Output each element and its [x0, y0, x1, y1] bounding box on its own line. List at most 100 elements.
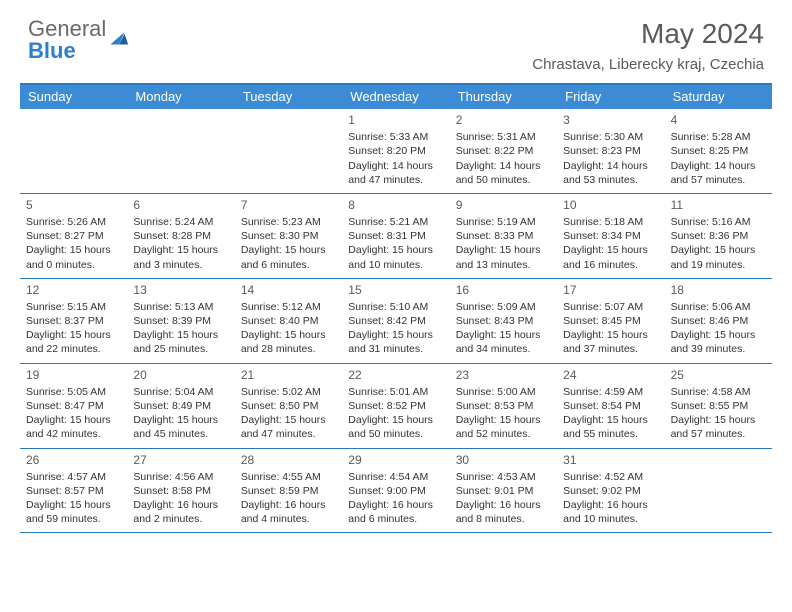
day-number: 11	[671, 197, 766, 213]
day-number: 24	[563, 367, 658, 383]
calendar-body: 1 Sunrise: 5:33 AMSunset: 8:20 PM Daylight…	[20, 109, 772, 533]
daylight-line: Daylight: 14 hours and 57 minutes.	[671, 159, 766, 187]
calendar-week: 1 Sunrise: 5:33 AMSunset: 8:20 PM Daylight…	[20, 109, 772, 194]
sunset-line: Sunset: 8:40 PM	[241, 314, 336, 328]
calendar-day: 21Sunrise: 5:02 AMSunset: 8:50 PMDayligh…	[235, 364, 342, 448]
sunrise-line: Sunrise: 5:00 AM	[456, 385, 551, 399]
calendar-day: 17Sunrise: 5:07 AMSunset: 8:45 PMDayligh…	[557, 279, 664, 363]
calendar-week: 5Sunrise: 5:26 AMSunset: 8:27 PMDaylight…	[20, 194, 772, 279]
daylight-line: Daylight: 16 hours and 6 minutes.	[348, 498, 443, 526]
sunrise-line: Sunrise: 5:31 AM	[456, 130, 551, 144]
sunrise-line: Sunrise: 4:52 AM	[563, 470, 658, 484]
daylight-line: Daylight: 15 hours and 37 minutes.	[563, 328, 658, 356]
calendar-day: 20Sunrise: 5:04 AMSunset: 8:49 PMDayligh…	[127, 364, 234, 448]
sunrise-line: Sunrise: 5:04 AM	[133, 385, 228, 399]
daylight-line: Daylight: 14 hours and 50 minutes.	[456, 159, 551, 187]
sunset-line: Sunset: 8:30 PM	[241, 229, 336, 243]
day-number: 7	[241, 197, 336, 213]
day-number: 10	[563, 197, 658, 213]
sunrise-line: Sunrise: 4:58 AM	[671, 385, 766, 399]
weekday-thursday: Thursday	[450, 85, 557, 109]
sunrise-line: Sunrise: 5:30 AM	[563, 130, 658, 144]
day-number: 8	[348, 197, 443, 213]
sunset-line: Sunset: 8:50 PM	[241, 399, 336, 413]
day-number: 25	[671, 367, 766, 383]
day-number: 19	[26, 367, 121, 383]
sunrise-line: Sunrise: 5:16 AM	[671, 215, 766, 229]
calendar-day-empty	[20, 109, 127, 193]
sunrise-line: Sunrise: 4:53 AM	[456, 470, 551, 484]
sunset-line: Sunset: 8:52 PM	[348, 399, 443, 413]
day-number: 31	[563, 452, 658, 468]
day-number: 1	[348, 112, 443, 128]
calendar: Sunday Monday Tuesday Wednesday Thursday…	[20, 83, 772, 533]
day-number: 4	[671, 112, 766, 128]
sunset-line: Sunset: 8:37 PM	[26, 314, 121, 328]
calendar-day: 30Sunrise: 4:53 AMSunset: 9:01 PMDayligh…	[450, 449, 557, 533]
sunrise-line: Sunrise: 5:07 AM	[563, 300, 658, 314]
sunrise-line: Sunrise: 5:23 AM	[241, 215, 336, 229]
daylight-line: Daylight: 16 hours and 4 minutes.	[241, 498, 336, 526]
daylight-line: Daylight: 15 hours and 13 minutes.	[456, 243, 551, 271]
sunrise-line: Sunrise: 5:33 AM	[348, 130, 443, 144]
sunset-line: Sunset: 8:47 PM	[26, 399, 121, 413]
day-number: 6	[133, 197, 228, 213]
calendar-day: 26Sunrise: 4:57 AMSunset: 8:57 PMDayligh…	[20, 449, 127, 533]
sunset-line: Sunset: 9:00 PM	[348, 484, 443, 498]
calendar-day: 3Sunrise: 5:30 AMSunset: 8:23 PMDaylight…	[557, 109, 664, 193]
daylight-line: Daylight: 15 hours and 57 minutes.	[671, 413, 766, 441]
location-label: Chrastava, Liberecky kraj, Czechia	[532, 56, 764, 73]
calendar-day: 15Sunrise: 5:10 AMSunset: 8:42 PMDayligh…	[342, 279, 449, 363]
calendar-day: 1Sunrise: 5:33 AMSunset: 8:20 PMDaylight…	[342, 109, 449, 193]
calendar-day: 22Sunrise: 5:01 AMSunset: 8:52 PMDayligh…	[342, 364, 449, 448]
brand-logo: General Blue	[28, 18, 132, 62]
day-number: 20	[133, 367, 228, 383]
calendar-day: 9Sunrise: 5:19 AMSunset: 8:33 PMDaylight…	[450, 194, 557, 278]
sunset-line: Sunset: 8:42 PM	[348, 314, 443, 328]
daylight-line: Daylight: 15 hours and 22 minutes.	[26, 328, 121, 356]
sunset-line: Sunset: 8:20 PM	[348, 144, 443, 158]
sunrise-line: Sunrise: 5:21 AM	[348, 215, 443, 229]
sunrise-line: Sunrise: 5:09 AM	[456, 300, 551, 314]
daylight-line: Daylight: 16 hours and 2 minutes.	[133, 498, 228, 526]
day-number: 3	[563, 112, 658, 128]
day-number: 14	[241, 282, 336, 298]
sunrise-line: Sunrise: 4:57 AM	[26, 470, 121, 484]
day-number: 12	[26, 282, 121, 298]
month-title: May 2024	[532, 18, 764, 50]
daylight-line: Daylight: 15 hours and 47 minutes.	[241, 413, 336, 441]
day-number: 27	[133, 452, 228, 468]
daylight-line: Daylight: 15 hours and 19 minutes.	[671, 243, 766, 271]
sunset-line: Sunset: 8:27 PM	[26, 229, 121, 243]
sunrise-line: Sunrise: 5:28 AM	[671, 130, 766, 144]
calendar-day: 19Sunrise: 5:05 AMSunset: 8:47 PMDayligh…	[20, 364, 127, 448]
sunset-line: Sunset: 8:36 PM	[671, 229, 766, 243]
day-number: 30	[456, 452, 551, 468]
day-number: 16	[456, 282, 551, 298]
sunset-line: Sunset: 8:45 PM	[563, 314, 658, 328]
sunset-line: Sunset: 8:58 PM	[133, 484, 228, 498]
daylight-line: Daylight: 15 hours and 0 minutes.	[26, 243, 121, 271]
weekday-saturday: Saturday	[665, 85, 772, 109]
sunrise-line: Sunrise: 4:56 AM	[133, 470, 228, 484]
daylight-line: Daylight: 15 hours and 28 minutes.	[241, 328, 336, 356]
calendar-day: 24Sunrise: 4:59 AMSunset: 8:54 PMDayligh…	[557, 364, 664, 448]
daylight-line: Daylight: 15 hours and 10 minutes.	[348, 243, 443, 271]
daylight-line: Daylight: 16 hours and 8 minutes.	[456, 498, 551, 526]
sunrise-line: Sunrise: 5:10 AM	[348, 300, 443, 314]
sunrise-line: Sunrise: 5:24 AM	[133, 215, 228, 229]
title-block: May 2024 Chrastava, Liberecky kraj, Czec…	[532, 18, 764, 73]
sunset-line: Sunset: 8:53 PM	[456, 399, 551, 413]
daylight-line: Daylight: 15 hours and 31 minutes.	[348, 328, 443, 356]
calendar-day: 11 Sunrise: 5:16 AMSunset: 8:36 PMDayligh…	[665, 194, 772, 278]
weekday-tuesday: Tuesday	[235, 85, 342, 109]
sunset-line: Sunset: 8:54 PM	[563, 399, 658, 413]
sunset-line: Sunset: 8:34 PM	[563, 229, 658, 243]
sunset-line: Sunset: 8:33 PM	[456, 229, 551, 243]
day-number: 5	[26, 197, 121, 213]
weekday-monday: Monday	[127, 85, 234, 109]
sunset-line: Sunset: 8:46 PM	[671, 314, 766, 328]
daylight-line: Daylight: 15 hours and 52 minutes.	[456, 413, 551, 441]
sunset-line: Sunset: 8:59 PM	[241, 484, 336, 498]
daylight-line: Daylight: 15 hours and 6 minutes.	[241, 243, 336, 271]
